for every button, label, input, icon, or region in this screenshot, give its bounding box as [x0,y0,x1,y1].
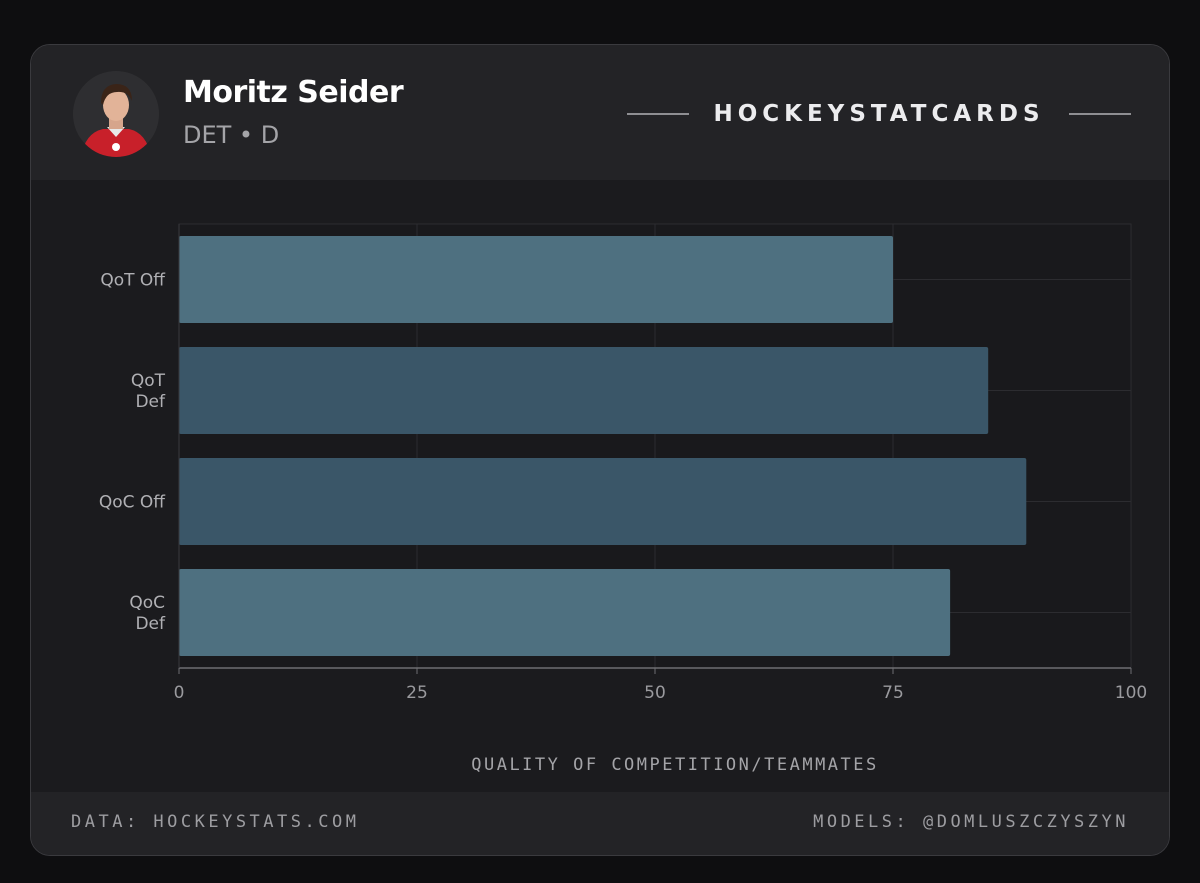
player-avatar [73,71,159,157]
y-category-label-2: QoC Off [99,493,166,513]
x-tick-label-4: 100 [1115,683,1147,703]
chart-area: 0 25 50 75 100 QoT Off QoT Def QoC Off QoC Def QUAL… [31,180,1169,794]
data-source-credit: DATA: HOCKEYSTATS.COM [71,812,360,832]
y-category-label-line: QoC Off [99,493,166,513]
x-tick-label-3: 75 [882,683,904,703]
card-footer: DATA: HOCKEYSTATS.COM MODELS: @DOMLUSZCZ… [31,792,1169,855]
y-category-label-line: QoC [129,593,165,613]
models-credit: MODELS: @DOMLUSZCZYSZYN [813,812,1129,832]
x-axis-title: QUALITY OF COMPETITION/TEAMMATES [471,755,879,775]
stat-card: Moritz Seider DET • D HOCKEYSTATCARDS 0 2… [30,44,1170,856]
y-category-label-line: Def [135,614,166,634]
card-header: Moritz Seider DET • D HOCKEYSTATCARDS [31,45,1169,180]
y-category-label-3: QoC Def [129,593,166,634]
y-category-label-line: QoT [131,371,166,391]
brand-divider-left [627,113,689,115]
bar-1 [179,347,989,434]
x-tick-label-0: 0 [174,683,185,703]
bar-3 [179,569,951,656]
player-team-position: DET • D [183,121,280,149]
player-name: Moritz Seider [183,75,404,110]
y-category-label-line: Def [135,392,166,412]
y-category-label-line: QoT Off [100,271,166,291]
bar-2 [179,458,1027,545]
brand: HOCKEYSTATCARDS [627,97,1131,131]
y-category-label-1: QoT Def [131,371,166,412]
brand-label: HOCKEYSTATCARDS [713,101,1045,127]
x-tick-label-2: 50 [644,683,666,703]
brand-divider-right [1069,113,1131,115]
x-tick-label-1: 25 [406,683,428,703]
bar-0 [179,236,893,323]
y-category-label-0: QoT Off [100,271,166,291]
